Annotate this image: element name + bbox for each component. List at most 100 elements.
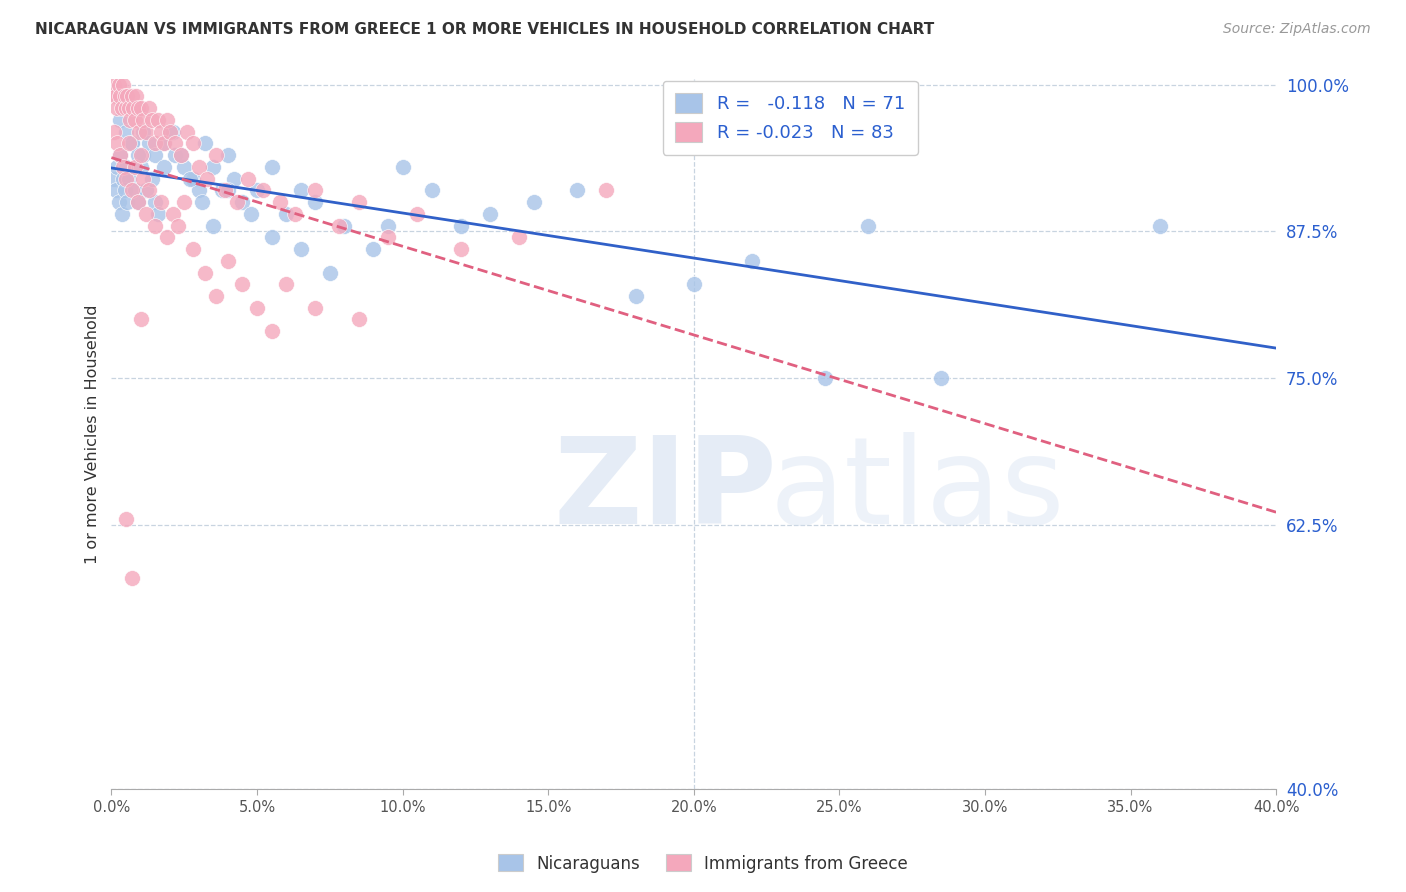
Point bbox=[146, 112, 169, 127]
Point bbox=[135, 125, 157, 139]
Point bbox=[127, 101, 149, 115]
Point bbox=[103, 171, 125, 186]
Point bbox=[304, 301, 326, 315]
Point bbox=[260, 324, 283, 338]
Text: ZIP: ZIP bbox=[554, 433, 778, 549]
Point bbox=[129, 148, 152, 162]
Point bbox=[406, 207, 429, 221]
Point bbox=[246, 183, 269, 197]
Point bbox=[121, 571, 143, 585]
Point bbox=[274, 277, 297, 292]
Point bbox=[115, 125, 138, 139]
Point bbox=[231, 195, 253, 210]
Point bbox=[222, 171, 245, 186]
Point bbox=[391, 160, 413, 174]
Text: NICARAGUAN VS IMMIGRANTS FROM GREECE 1 OR MORE VEHICLES IN HOUSEHOLD CORRELATION: NICARAGUAN VS IMMIGRANTS FROM GREECE 1 O… bbox=[35, 22, 935, 37]
Point bbox=[138, 136, 160, 151]
Point bbox=[117, 89, 139, 103]
Point bbox=[107, 78, 129, 92]
Point bbox=[682, 277, 704, 292]
Point bbox=[108, 148, 131, 162]
Legend: R =   -0.118   N = 71, R = -0.023   N = 83: R = -0.118 N = 71, R = -0.023 N = 83 bbox=[662, 80, 918, 155]
Point bbox=[173, 160, 195, 174]
Point bbox=[260, 160, 283, 174]
Point bbox=[523, 195, 546, 210]
Point bbox=[125, 89, 148, 103]
Point bbox=[118, 101, 141, 115]
Point bbox=[269, 195, 291, 210]
Point bbox=[112, 171, 135, 186]
Point bbox=[143, 148, 166, 162]
Point bbox=[127, 195, 149, 210]
Point bbox=[363, 242, 385, 256]
Point bbox=[181, 171, 204, 186]
Point bbox=[170, 148, 193, 162]
Point bbox=[858, 219, 880, 233]
Point bbox=[132, 148, 155, 162]
Point bbox=[132, 125, 155, 139]
Point bbox=[205, 148, 228, 162]
Point bbox=[108, 148, 131, 162]
Point bbox=[567, 183, 589, 197]
Point bbox=[101, 89, 124, 103]
Point bbox=[304, 183, 326, 197]
Point bbox=[347, 312, 370, 326]
Point bbox=[260, 230, 283, 244]
Point bbox=[105, 136, 128, 151]
Point bbox=[141, 112, 163, 127]
Point bbox=[478, 207, 501, 221]
Point bbox=[107, 195, 129, 210]
Point bbox=[624, 289, 647, 303]
Point bbox=[231, 277, 253, 292]
Point bbox=[217, 183, 239, 197]
Point bbox=[129, 160, 152, 174]
Point bbox=[190, 195, 212, 210]
Point bbox=[176, 125, 198, 139]
Point bbox=[153, 136, 176, 151]
Point bbox=[741, 253, 763, 268]
Point bbox=[121, 136, 143, 151]
Point bbox=[173, 195, 195, 210]
Point bbox=[304, 195, 326, 210]
Point bbox=[110, 207, 132, 221]
Point bbox=[159, 125, 181, 139]
Point bbox=[450, 219, 472, 233]
Point bbox=[127, 148, 149, 162]
Point bbox=[117, 195, 139, 210]
Point bbox=[202, 219, 225, 233]
Point bbox=[141, 171, 163, 186]
Point bbox=[284, 207, 307, 221]
Y-axis label: 1 or more Vehicles in Household: 1 or more Vehicles in Household bbox=[86, 304, 100, 564]
Point bbox=[143, 195, 166, 210]
Point bbox=[1149, 219, 1171, 233]
Point bbox=[120, 112, 142, 127]
Point bbox=[110, 101, 132, 115]
Point bbox=[170, 148, 193, 162]
Point bbox=[508, 230, 530, 244]
Point bbox=[115, 101, 138, 115]
Point bbox=[181, 242, 204, 256]
Point bbox=[194, 265, 217, 279]
Point bbox=[377, 230, 399, 244]
Point bbox=[129, 312, 152, 326]
Point bbox=[108, 112, 131, 127]
Point bbox=[165, 136, 187, 151]
Point bbox=[105, 101, 128, 115]
Point bbox=[159, 125, 181, 139]
Point bbox=[319, 265, 342, 279]
Point bbox=[121, 89, 143, 103]
Point bbox=[328, 219, 350, 233]
Point bbox=[929, 371, 952, 385]
Point bbox=[138, 183, 160, 197]
Point bbox=[197, 171, 219, 186]
Point bbox=[149, 125, 172, 139]
Point bbox=[115, 160, 138, 174]
Point bbox=[187, 183, 209, 197]
Point bbox=[143, 136, 166, 151]
Point bbox=[127, 195, 149, 210]
Point bbox=[211, 183, 233, 197]
Point bbox=[124, 183, 146, 197]
Point bbox=[118, 136, 141, 151]
Point bbox=[143, 219, 166, 233]
Point bbox=[115, 171, 138, 186]
